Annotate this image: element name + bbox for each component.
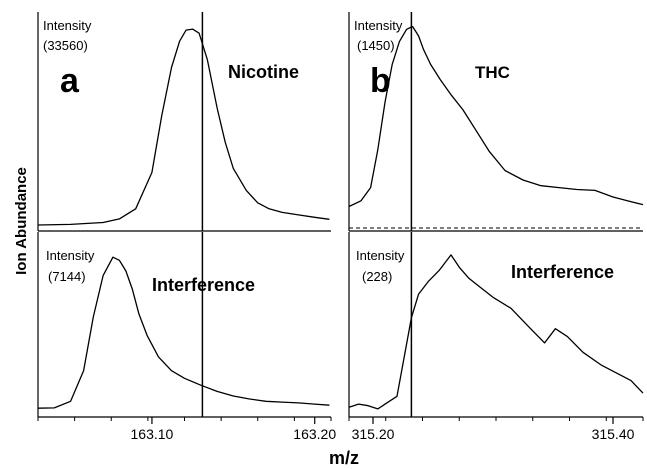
intensity-value: (7144) bbox=[48, 269, 86, 284]
intensity-label: Intensity bbox=[354, 18, 403, 33]
x-tick-label: 163.10 bbox=[131, 426, 174, 442]
intensity-label: Intensity bbox=[46, 248, 95, 263]
panels: Intensity (33560) Nicotine a Intensity (7144)… bbox=[37, 12, 644, 442]
series-name-label: Nicotine bbox=[228, 62, 299, 82]
series-line bbox=[37, 256, 330, 409]
panel-letter: a bbox=[60, 62, 80, 100]
intensity-value: (1450) bbox=[357, 38, 395, 53]
x-axis-label: m/z bbox=[329, 448, 359, 468]
series-line bbox=[37, 28, 330, 226]
plot-2: Intensity (7144) Interference 163.10 163.20 bbox=[37, 232, 336, 442]
intensity-label: Intensity bbox=[356, 248, 405, 263]
y-axis-label: Ion Abundance bbox=[13, 167, 30, 275]
series-name-label: Interference bbox=[511, 262, 614, 282]
intensity-value: (33560) bbox=[43, 38, 88, 53]
x-tick-label: 315.40 bbox=[592, 426, 635, 442]
plot-3: Intensity (1450) THC b bbox=[348, 12, 644, 232]
x-tick-label: 163.20 bbox=[293, 426, 336, 442]
series-name-label: THC bbox=[475, 63, 510, 82]
x-tick-label: 315.20 bbox=[352, 426, 395, 442]
intensity-label: Intensity bbox=[43, 18, 92, 33]
series-line bbox=[348, 25, 644, 208]
series-name-label: Interference bbox=[152, 275, 255, 295]
plot-4: Intensity (228) Interference 315.20 315.40 bbox=[348, 232, 644, 442]
intensity-value: (228) bbox=[362, 269, 392, 284]
panel-letter: b bbox=[370, 62, 391, 100]
series-line bbox=[348, 254, 644, 410]
plot-1: Intensity (33560) Nicotine a bbox=[37, 12, 331, 232]
